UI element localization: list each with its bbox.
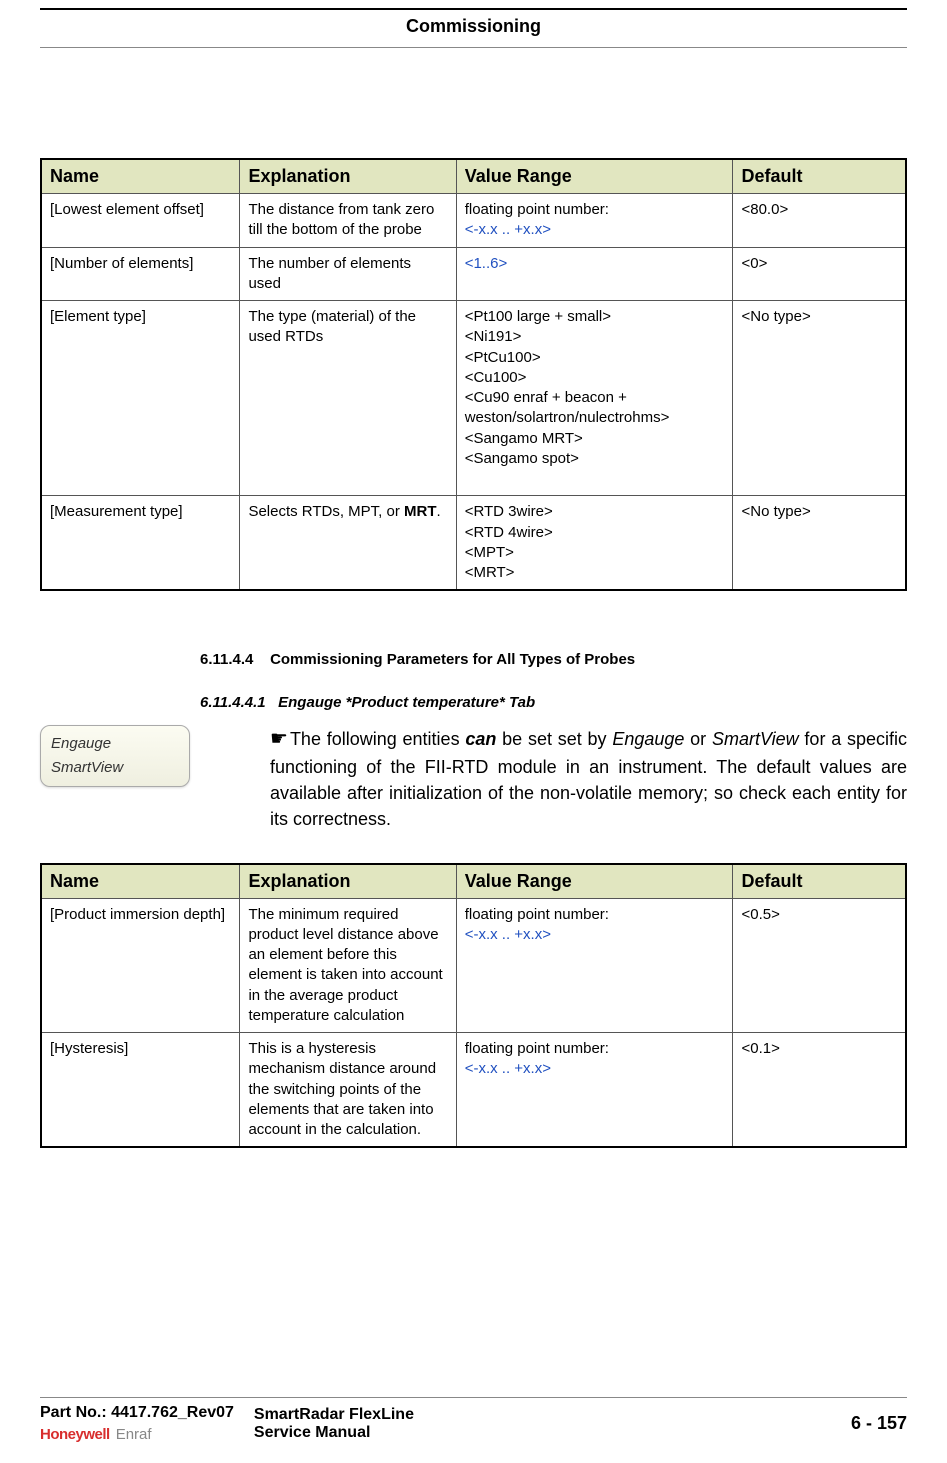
cell-explanation: The minimum required product level dista… xyxy=(240,898,456,1033)
cell-name: [Element type] xyxy=(41,301,240,496)
subsection-heading: 6.11.4.4.1 Engauge *Product temperature*… xyxy=(200,694,907,711)
cell-range: floating point number: <-x.x .. +x.x> xyxy=(456,1033,733,1148)
range-line: <RTD 4wire> xyxy=(465,524,553,541)
table-row: [Lowest element offset] The distance fro… xyxy=(41,194,906,248)
range-line: <Ni191> xyxy=(465,328,522,345)
table-row: [Element type] The type (material) of th… xyxy=(41,301,906,496)
range-line: <Cu90 enraf + beacon + weston/solartron/… xyxy=(465,389,670,426)
cell-default: <No type> xyxy=(733,496,906,591)
th-range: Value Range xyxy=(456,159,733,194)
range-line: <PtCu100> xyxy=(465,349,541,366)
para-bi: can xyxy=(465,729,496,749)
part-value: 4417.762_Rev07 xyxy=(111,1404,234,1421)
cell-range: <1..6> xyxy=(456,247,733,301)
para-pre: The following entities xyxy=(290,729,465,749)
expl-pre: Selects RTDs, MPT, or xyxy=(248,503,404,520)
footer-rule xyxy=(40,1397,907,1398)
info-paragraph: ☛The following entities can be set set b… xyxy=(270,725,907,832)
content: Name Explanation Value Range Default [Lo… xyxy=(0,48,947,1148)
th-explanation: Explanation xyxy=(240,159,456,194)
cell-explanation: The type (material) of the used RTDs xyxy=(240,301,456,496)
top-rule xyxy=(40,8,907,10)
range-line: <Sangamo spot> xyxy=(465,450,579,467)
callout-box: Engauge SmartView xyxy=(40,725,190,787)
cell-range: <RTD 3wire> <RTD 4wire> <MPT> <MRT> xyxy=(456,496,733,591)
range-value: <1..6> xyxy=(465,255,508,272)
range-prefix: floating point number: xyxy=(465,201,609,218)
cell-explanation: This is a hysteresis mechanism distance … xyxy=(240,1033,456,1148)
range-line: <Pt100 large + small> xyxy=(465,308,611,325)
range-line: <MRT> xyxy=(465,564,515,581)
footer-center: SmartRadar FlexLine Service Manual xyxy=(234,1406,851,1442)
cell-default: <80.0> xyxy=(733,194,906,248)
para-i1: Engauge xyxy=(612,729,684,749)
cell-explanation: Selects RTDs, MPT, or MRT. xyxy=(240,496,456,591)
cell-range: floating point number: <-x.x .. +x.x> xyxy=(456,898,733,1033)
callout-row: Engauge SmartView ☛The following entitie… xyxy=(40,725,907,832)
footer-left: Part No.: 4417.762_Rev07 Honeywell Enraf xyxy=(40,1404,234,1443)
footer-row: Part No.: 4417.762_Rev07 Honeywell Enraf… xyxy=(40,1404,907,1443)
expl-bold: MRT xyxy=(404,503,437,520)
cell-default: <0.5> xyxy=(733,898,906,1033)
pointer-icon: ☛ xyxy=(270,728,288,750)
th-name: Name xyxy=(41,159,240,194)
expl-post: . xyxy=(437,503,441,520)
table-row: [Product immersion depth] The minimum re… xyxy=(41,898,906,1033)
cell-range: floating point number: <-x.x .. +x.x> xyxy=(456,194,733,248)
range-line: <MPT> xyxy=(465,544,514,561)
table-commissioning-1: Name Explanation Value Range Default [Lo… xyxy=(40,158,907,591)
cell-name: [Hysteresis] xyxy=(41,1033,240,1148)
range-line: <Cu100> xyxy=(465,369,527,386)
range-line: <RTD 3wire> xyxy=(465,503,553,520)
manual-line1: SmartRadar FlexLine xyxy=(254,1406,851,1424)
part-number: Part No.: 4417.762_Rev07 xyxy=(40,1404,234,1422)
cell-range: <Pt100 large + small> <Ni191> <PtCu100> … xyxy=(456,301,733,496)
table-row: [Measurement type] Selects RTDs, MPT, or… xyxy=(41,496,906,591)
para-mid2: or xyxy=(684,729,712,749)
table-row: [Number of elements] The number of eleme… xyxy=(41,247,906,301)
range-line: <Sangamo MRT> xyxy=(465,430,583,447)
section-number: 6.11.4.4 xyxy=(200,651,253,668)
cell-name: [Number of elements] xyxy=(41,247,240,301)
range-value: <-x.x .. +x.x> xyxy=(465,221,551,238)
subsection-title: Engauge *Product temperature* Tab xyxy=(278,694,535,711)
cell-explanation: The distance from tank zero till the bot… xyxy=(240,194,456,248)
cell-default: <0.1> xyxy=(733,1033,906,1148)
th-name: Name xyxy=(41,864,240,899)
table-header-row: Name Explanation Value Range Default xyxy=(41,864,906,899)
th-explanation: Explanation xyxy=(240,864,456,899)
cell-name: [Product immersion depth] xyxy=(41,898,240,1033)
paragraph-wrap: ☛The following entities can be set set b… xyxy=(190,725,907,832)
subsection-number: 6.11.4.4.1 xyxy=(200,694,266,711)
cell-name: [Lowest element offset] xyxy=(41,194,240,248)
table-commissioning-2: Name Explanation Value Range Default [Pr… xyxy=(40,863,907,1149)
th-default: Default xyxy=(733,159,906,194)
range-value: <-x.x .. +x.x> xyxy=(465,926,551,943)
section-heading: 6.11.4.4 Commissioning Parameters for Al… xyxy=(200,651,907,668)
th-default: Default xyxy=(733,864,906,899)
page-footer: Part No.: 4417.762_Rev07 Honeywell Enraf… xyxy=(40,1397,907,1443)
th-range: Value Range xyxy=(456,864,733,899)
cell-default: <No type> xyxy=(733,301,906,496)
page-header-title: Commissioning xyxy=(0,16,947,37)
range-prefix: floating point number: xyxy=(465,906,609,923)
honeywell-logo: Honeywell xyxy=(40,1426,110,1443)
range-value: <-x.x .. +x.x> xyxy=(465,1060,551,1077)
table-header-row: Name Explanation Value Range Default xyxy=(41,159,906,194)
page-number: 6 - 157 xyxy=(851,1413,907,1434)
para-mid: be set set by xyxy=(496,729,612,749)
manual-line2: Service Manual xyxy=(254,1424,851,1442)
callout-line2: SmartView xyxy=(51,756,179,780)
cell-explanation: The number of elements used xyxy=(240,247,456,301)
footer-logo-row: Honeywell Enraf xyxy=(40,1426,234,1443)
enraf-logo: Enraf xyxy=(116,1426,152,1443)
table-row: [Hysteresis] This is a hysteresis mechan… xyxy=(41,1033,906,1148)
cell-default: <0> xyxy=(733,247,906,301)
para-i2: SmartView xyxy=(712,729,799,749)
cell-name: [Measurement type] xyxy=(41,496,240,591)
part-label: Part No.: xyxy=(40,1404,107,1421)
section-title: Commissioning Parameters for All Types o… xyxy=(270,651,635,668)
range-prefix: floating point number: xyxy=(465,1040,609,1057)
callout-line1: Engauge xyxy=(51,732,179,756)
